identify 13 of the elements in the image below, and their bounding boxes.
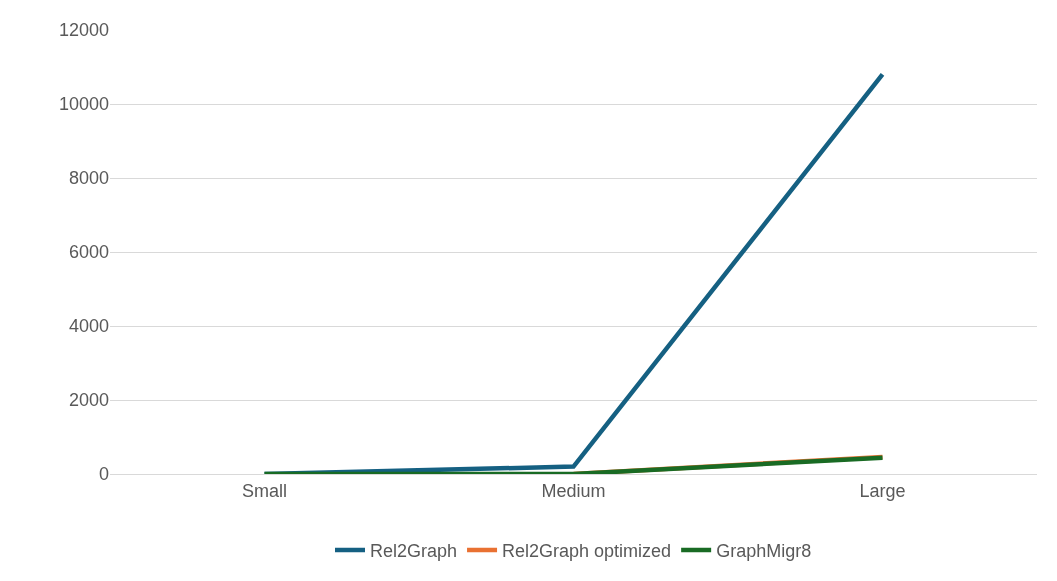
y-tick-label: 2000 xyxy=(68,390,109,411)
y-tick-label: 6000 xyxy=(68,242,109,263)
y-tick-label: 8000 xyxy=(68,168,109,189)
x-tick-label: Medium xyxy=(541,480,606,501)
y-tick-label: 12000 xyxy=(58,20,109,41)
legend-label: GraphMigr8 xyxy=(716,540,812,561)
x-tick-label: Small xyxy=(241,480,288,501)
legend-label: Rel2Graph xyxy=(370,540,458,561)
y-tick-label: 4000 xyxy=(68,316,109,337)
x-tick-label: Large xyxy=(859,480,906,501)
legend-label: Rel2Graph optimized xyxy=(502,540,672,561)
y-tick-label: 0 xyxy=(98,464,109,485)
y-tick-label: 10000 xyxy=(58,94,109,115)
